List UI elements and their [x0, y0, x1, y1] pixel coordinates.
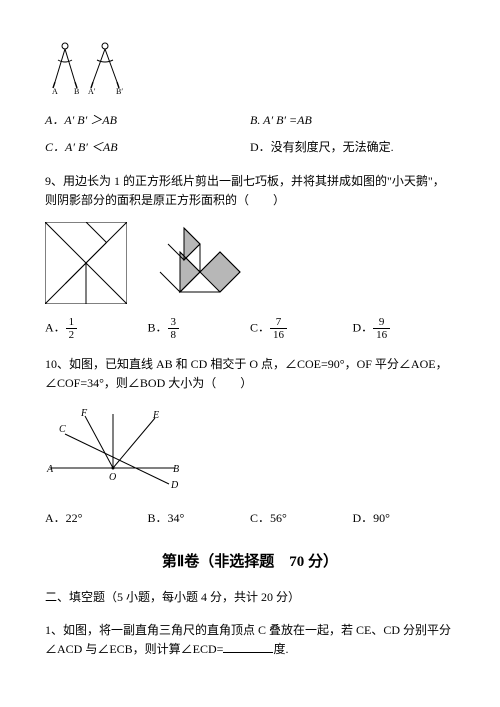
q10-options: A．22° B．34° C．56° D．90° [45, 509, 455, 528]
q10-opt-a: A．22° [45, 509, 148, 528]
frac-num: 3 [168, 316, 180, 329]
q10-figure: F E C A O B D [45, 406, 455, 497]
lbl-D: D [170, 480, 179, 491]
frac-den: 2 [66, 329, 78, 341]
lbl-A: A [46, 464, 54, 475]
frac-den: 16 [373, 329, 390, 341]
fill-blank[interactable] [223, 640, 273, 653]
q9-text: 9、用边长为 1 的正方形纸片剪出一副七巧板，并将其拼成如图的"小天鹅"，则阴影… [45, 172, 455, 210]
q9-opt-a: A．12 [45, 316, 148, 341]
frac-num: 9 [373, 316, 390, 329]
label-bp: B′ [116, 87, 123, 95]
q8-opt-b: B. A′ B′ =AB [250, 111, 455, 130]
lbl-F: F [80, 408, 88, 419]
q8-options-row2: C．A′ B′ ＜AB D．没有刻度尺，无法确定. [45, 138, 455, 157]
frac-num: 7 [270, 316, 287, 329]
label-ap: A′ [88, 87, 96, 95]
fill-q1: 1、如图，将一副直角三角尺的直角顶点 C 叠放在一起，若 CE、CD 分别平分∠… [45, 621, 455, 659]
opt-label: C． [250, 320, 270, 334]
fill-q1-post: 度. [273, 642, 288, 656]
opt-label: A． [45, 320, 66, 334]
label-a: A [52, 87, 58, 95]
q10-opt-d: D．90° [353, 509, 456, 528]
q9-figure [45, 222, 455, 304]
q10-text: 10、如图，已知直线 AB 和 CD 相交于 O 点，∠COE=90°，OF 平… [45, 355, 455, 393]
compasses-figure: A B A′ B′ [45, 40, 455, 101]
q8-opt-d: D．没有刻度尺，无法确定. [250, 138, 455, 157]
lbl-E: E [152, 410, 159, 421]
section2-title: 第Ⅱ卷（非选择题 70 分） [45, 550, 455, 574]
q9-opt-c: C．716 [250, 316, 353, 341]
label-b: B [74, 87, 79, 95]
q10-opt-c: C．56° [250, 509, 353, 528]
q8-opt-c: C．A′ B′ ＜AB [45, 138, 250, 157]
q8-opt-a: A．A′ B′ ＞AB [45, 111, 250, 130]
opt-label: B． [148, 320, 168, 334]
q9-options: A．12 B．38 C．716 D．916 [45, 316, 455, 341]
frac-num: 1 [66, 316, 78, 329]
lbl-O: O [109, 472, 116, 483]
q10-opt-b: B．34° [148, 509, 251, 528]
lbl-B: B [173, 464, 179, 475]
fill-heading: 二、填空题（5 小题，每小题 4 分，共计 20 分） [45, 588, 455, 607]
opt-label: D． [353, 320, 374, 334]
q9-opt-b: B．38 [148, 316, 251, 341]
frac-den: 8 [168, 329, 180, 341]
q9-opt-d: D．916 [353, 316, 456, 341]
lbl-C: C [59, 424, 66, 435]
frac-den: 16 [270, 329, 287, 341]
q8-options-row1: A．A′ B′ ＞AB B. A′ B′ =AB [45, 111, 455, 130]
